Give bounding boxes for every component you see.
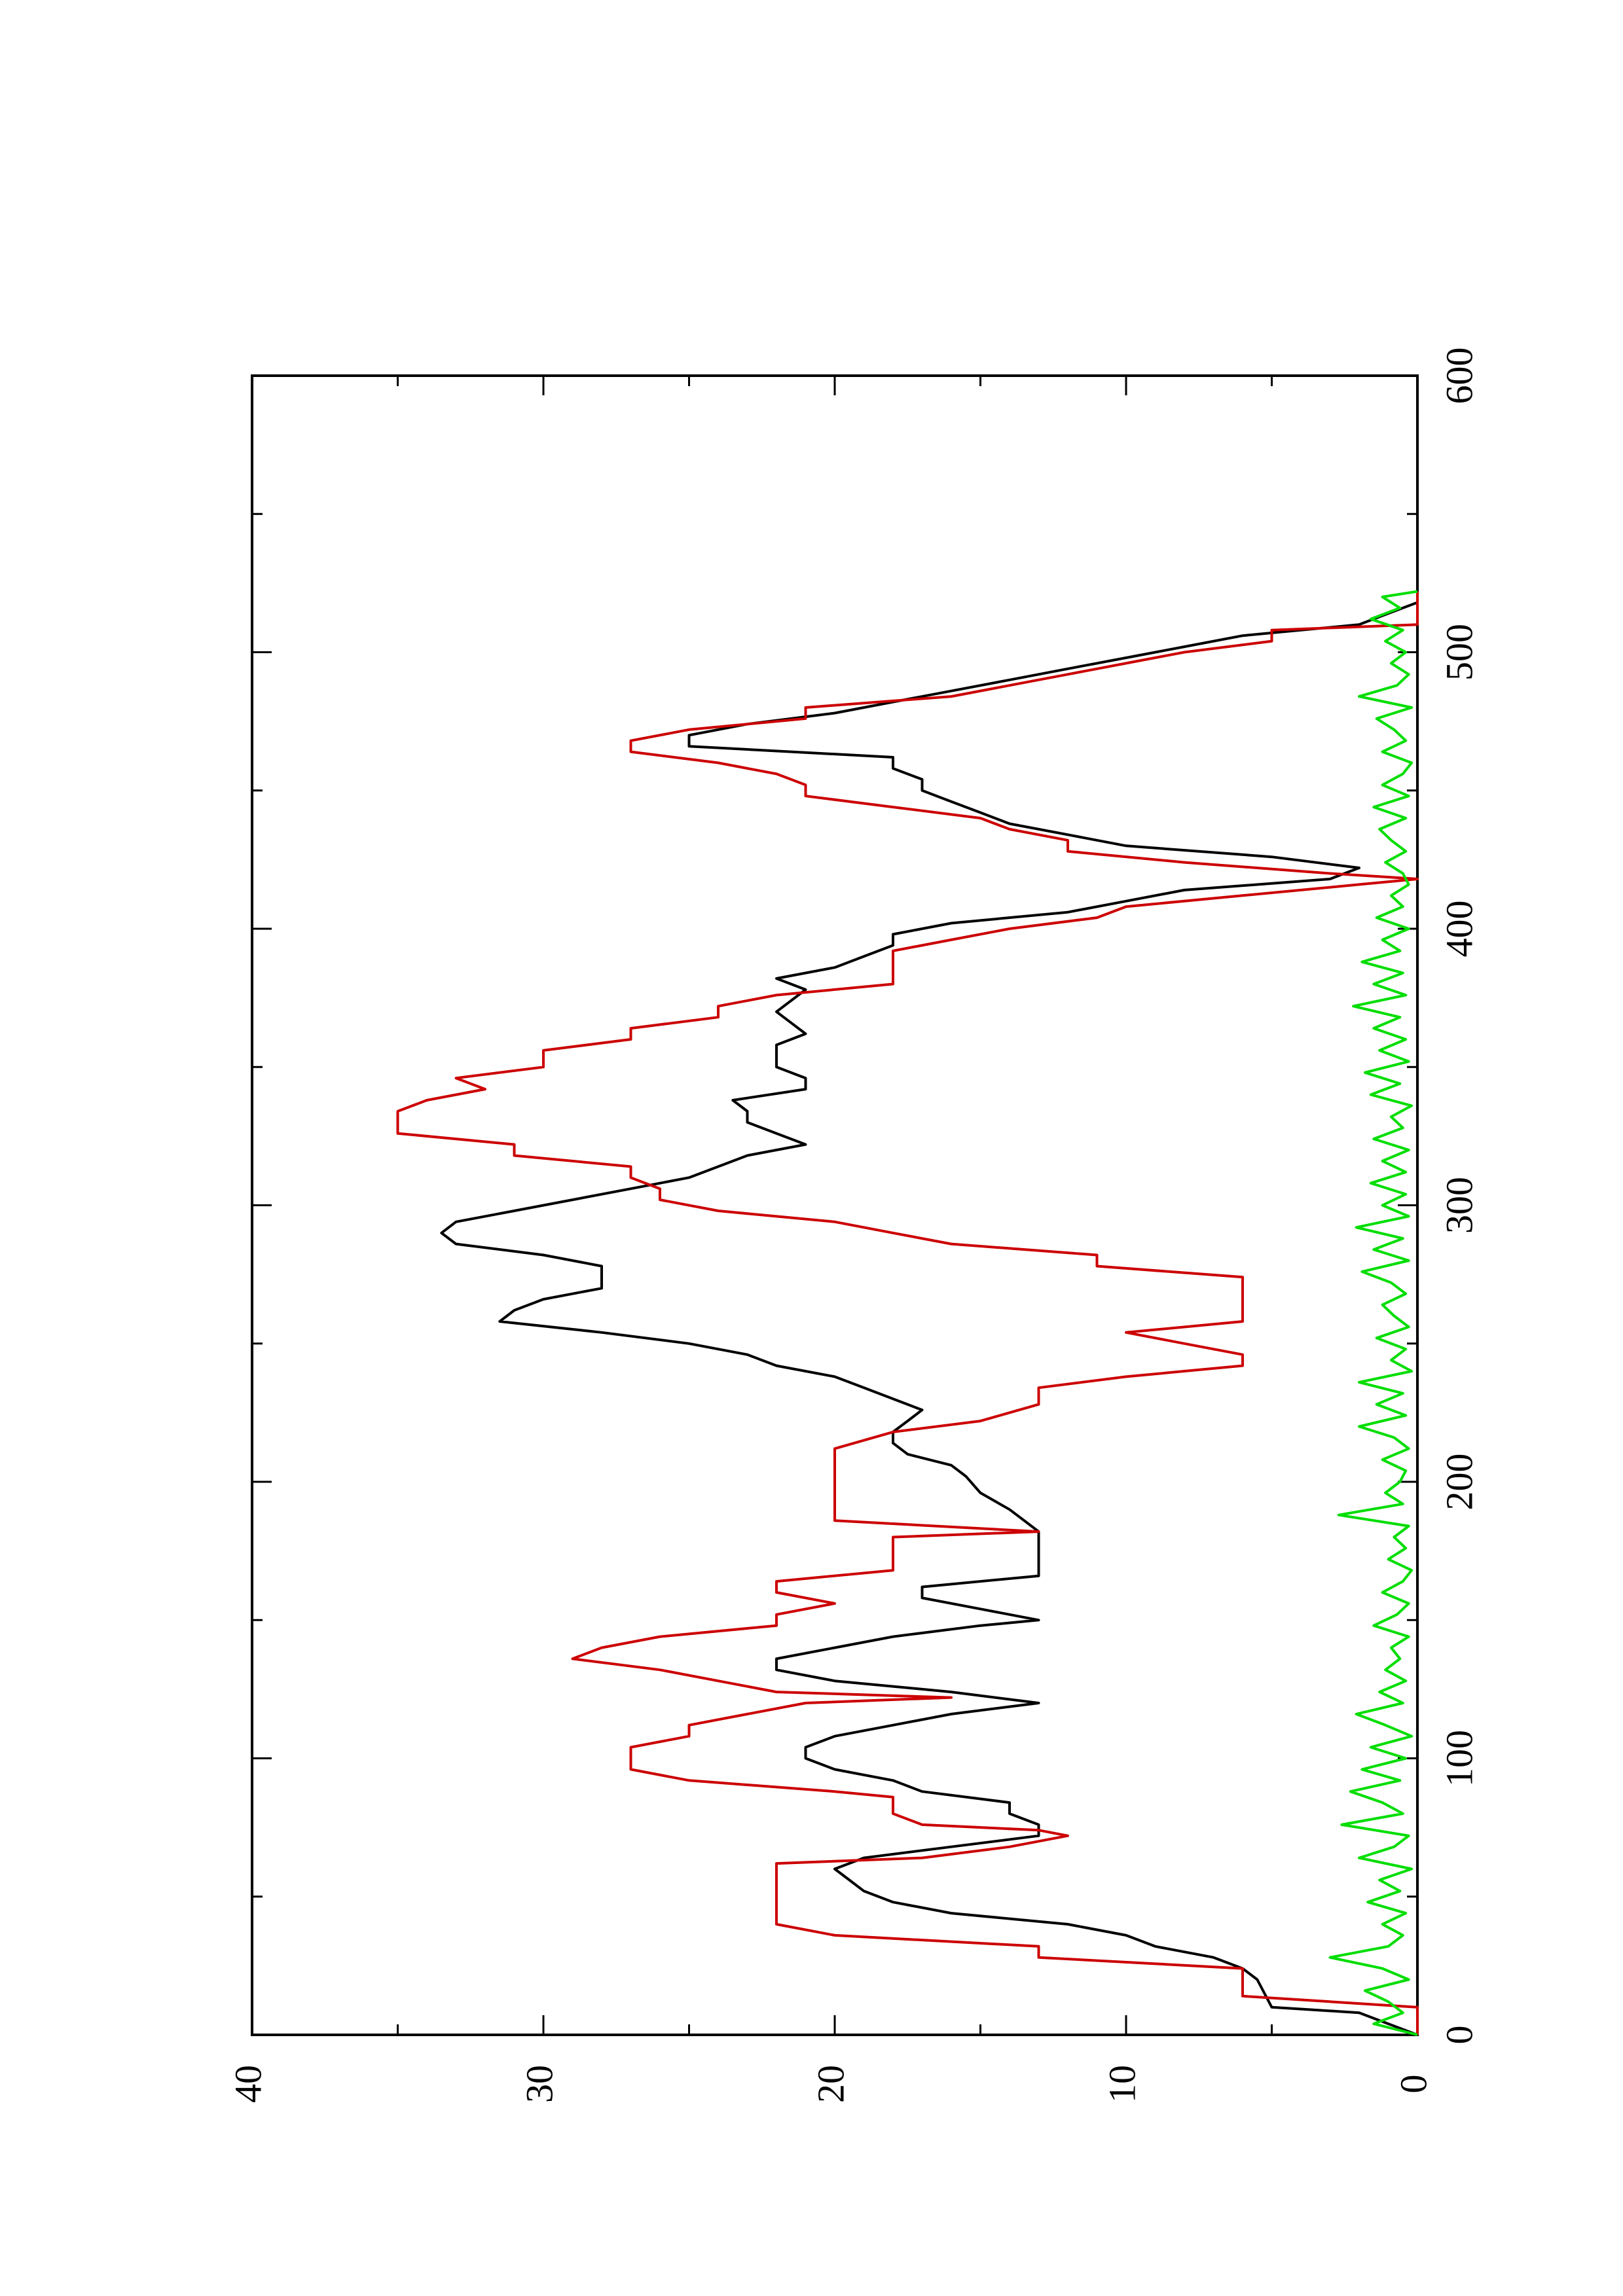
ticks <box>251 374 1419 2036</box>
y-tick-label: 40 <box>227 2065 269 2103</box>
series <box>396 590 1419 2036</box>
x-tick-label: 200 <box>1438 1454 1480 1511</box>
y-tick-label: 20 <box>809 2065 852 2103</box>
y-tick-label: 30 <box>518 2065 560 2103</box>
y-tick-label: 10 <box>1101 2065 1143 2103</box>
tick-labels: 0 100 200 300 400 500 600 0 10 20 30 40 <box>227 348 1480 2104</box>
x-tick-label: 100 <box>1438 1730 1480 1787</box>
plot-frame <box>251 374 1419 2036</box>
x-tick-label: 600 <box>1438 348 1480 404</box>
x-tick-label: 500 <box>1438 624 1480 681</box>
series-black-line <box>440 591 1419 2036</box>
x-tick-label: 300 <box>1438 1177 1480 1234</box>
series-green-line <box>1328 590 1418 2036</box>
x-tick-label: 0 <box>1438 2026 1480 2045</box>
series-red-line <box>396 591 1419 2035</box>
x-tick-label: 400 <box>1438 901 1480 958</box>
y-tick-label: 0 <box>1392 2075 1434 2094</box>
